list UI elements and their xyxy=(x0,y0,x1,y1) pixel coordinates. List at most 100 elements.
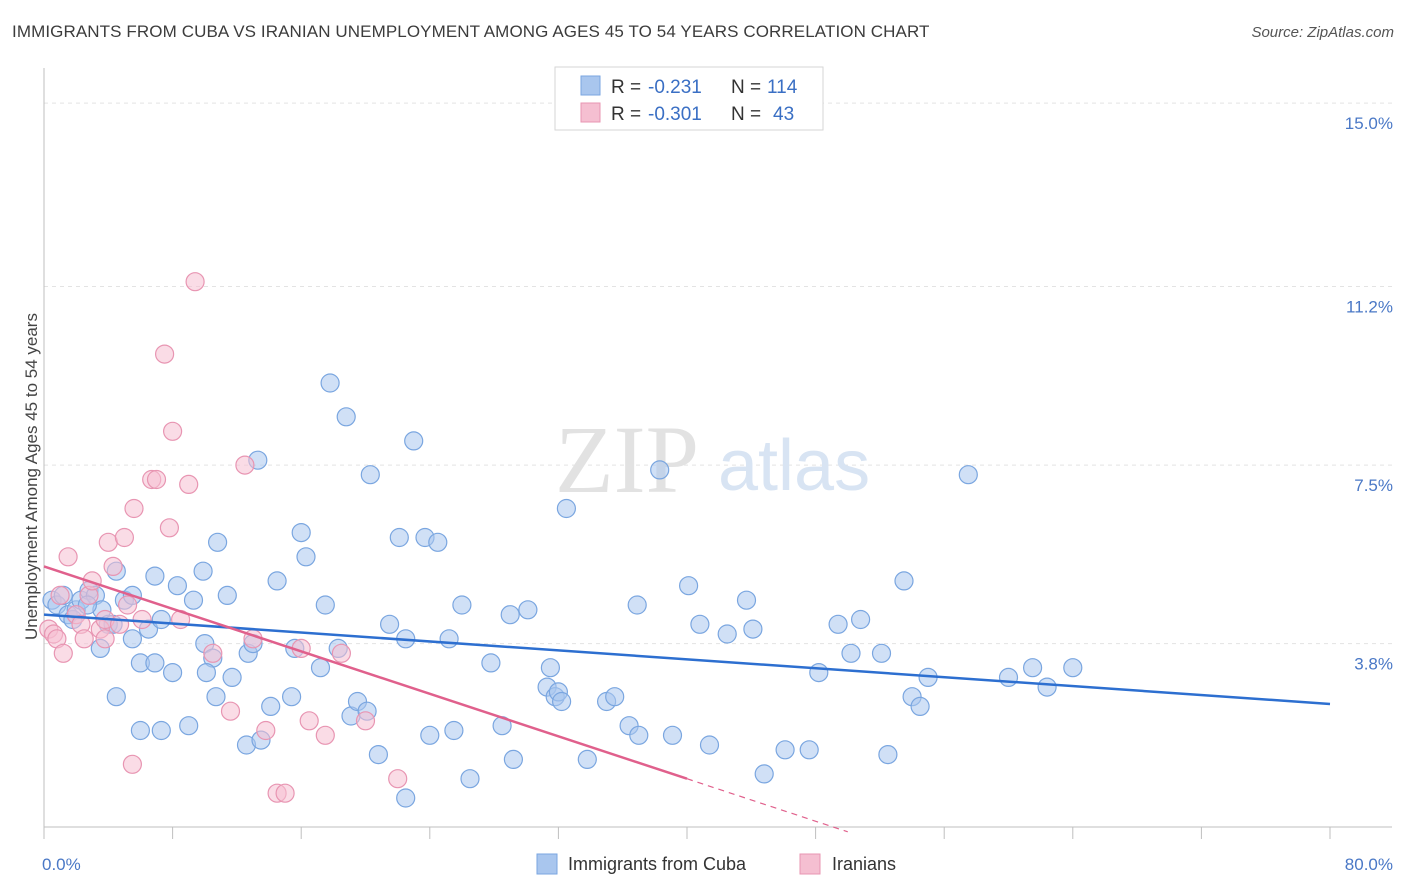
data-point-1-5 xyxy=(58,547,78,567)
data-point-0-28 xyxy=(196,662,216,683)
data-point-1-25 xyxy=(179,474,199,494)
axes xyxy=(43,68,1392,839)
data-point-0-73 xyxy=(556,498,577,519)
data-point-1-21 xyxy=(155,344,175,364)
data-point-0-22 xyxy=(145,653,165,673)
data-point-0-51 xyxy=(368,744,388,765)
data-point-0-99 xyxy=(910,696,930,717)
y-tick-labels: 3.8% 7.5% 11.2% 15.0% xyxy=(1345,114,1393,673)
data-point-0-18 xyxy=(145,566,165,586)
data-point-0-36 xyxy=(261,696,281,717)
trend-line-extension-1 xyxy=(686,778,848,833)
data-point-1-28 xyxy=(220,701,241,721)
data-point-0-66 xyxy=(500,605,520,625)
data-point-0-25 xyxy=(183,590,204,610)
data-point-1-18 xyxy=(132,609,152,630)
data-point-0-86 xyxy=(736,590,757,610)
data-point-1-23 xyxy=(163,421,183,441)
data-point-0-96 xyxy=(878,744,898,765)
data-point-1-17 xyxy=(124,498,144,519)
legend-swatch-iranians xyxy=(580,102,601,123)
data-point-1-29 xyxy=(235,455,255,475)
data-point-0-58 xyxy=(439,629,459,649)
data-point-0-71 xyxy=(551,691,572,712)
data-point-0-92 xyxy=(828,614,848,634)
data-point-1-26 xyxy=(185,272,205,292)
data-point-1-42 xyxy=(74,629,94,649)
data-point-0-111 xyxy=(179,716,199,736)
data-point-0-30 xyxy=(208,532,228,552)
data-point-0-90 xyxy=(799,740,819,760)
series-legend: Immigrants from Cuba Iranians xyxy=(536,853,896,875)
data-point-0-61 xyxy=(420,725,440,745)
data-point-0-57 xyxy=(428,532,448,552)
data-point-0-108 xyxy=(206,687,226,707)
data-point-0-105 xyxy=(1063,658,1083,678)
data-points xyxy=(39,272,1083,808)
data-point-1-3 xyxy=(50,585,70,606)
legend-swatch-cuba xyxy=(580,75,601,96)
y-tick-label-1: 7.5% xyxy=(1354,476,1393,495)
legend-n-value-iranians: 43 xyxy=(773,104,794,125)
watermark-zip: ZIP xyxy=(555,406,699,513)
legend-r-label-iranians: R = xyxy=(611,104,641,125)
data-point-0-112 xyxy=(106,687,126,707)
data-point-0-87 xyxy=(743,619,763,639)
data-point-0-91 xyxy=(809,662,829,683)
data-point-0-80 xyxy=(650,460,670,480)
correlation-legend: R = -0.231 N = 114 R = -0.301 N = 43 xyxy=(554,66,824,131)
data-point-0-19 xyxy=(151,609,171,630)
data-point-1-16 xyxy=(117,595,138,615)
series-swatch-cuba xyxy=(536,853,558,875)
data-point-0-110 xyxy=(151,720,171,741)
y-axis-label: Unemployment Among Ages 45 to 54 years xyxy=(22,313,41,640)
trend-lines xyxy=(43,565,1331,833)
data-point-0-37 xyxy=(267,571,287,591)
legend-r-value-cuba: -0.231 xyxy=(648,77,702,98)
data-point-1-31 xyxy=(256,720,276,741)
data-point-0-31 xyxy=(217,585,237,606)
data-point-0-97 xyxy=(894,571,914,591)
data-point-0-45 xyxy=(336,407,356,427)
data-point-0-52 xyxy=(380,614,400,634)
data-point-0-113 xyxy=(396,788,416,808)
data-point-0-53 xyxy=(389,527,409,548)
data-point-1-33 xyxy=(275,783,295,803)
grid-lines xyxy=(44,102,1392,645)
data-point-0-76 xyxy=(605,687,625,707)
data-point-0-62 xyxy=(460,769,480,789)
trend-line-1 xyxy=(43,565,688,780)
data-point-1-4 xyxy=(53,643,73,663)
data-point-1-27 xyxy=(203,643,223,663)
legend-n-label-cuba: N = xyxy=(731,77,761,98)
data-point-0-102 xyxy=(998,667,1019,688)
x-tick-label-left: 0.0% xyxy=(42,855,81,874)
data-point-1-38 xyxy=(355,711,376,731)
data-point-0-79 xyxy=(627,595,647,615)
data-point-0-94 xyxy=(850,609,871,630)
data-point-0-74 xyxy=(577,749,597,770)
legend-n-label-iranians: N = xyxy=(731,104,761,125)
data-point-0-82 xyxy=(678,576,699,596)
data-point-1-35 xyxy=(299,711,319,731)
data-point-0-65 xyxy=(503,749,524,770)
legend-n-value-cuba: 114 xyxy=(767,77,798,98)
series-label-cuba: Immigrants from Cuba xyxy=(568,854,747,874)
data-point-0-84 xyxy=(699,735,720,755)
data-point-0-55 xyxy=(404,431,424,451)
data-point-0-40 xyxy=(291,522,311,543)
data-point-1-40 xyxy=(122,754,142,774)
data-point-1-15 xyxy=(114,527,135,548)
watermark: ZIP atlas xyxy=(555,406,870,513)
data-point-1-36 xyxy=(315,725,335,745)
data-point-0-93 xyxy=(841,643,861,663)
data-point-0-23 xyxy=(163,662,183,683)
x-tick-labels: 0.0% 80.0% xyxy=(42,855,1393,874)
data-point-0-67 xyxy=(518,600,538,620)
data-point-1-37 xyxy=(331,643,351,663)
series-swatch-iranians xyxy=(799,853,821,875)
legend-r-value-iranians: -0.301 xyxy=(648,104,702,125)
chart-title: IMMIGRANTS FROM CUBA VS IRANIAN UNEMPLOY… xyxy=(12,22,930,41)
data-point-0-104 xyxy=(1037,677,1057,697)
